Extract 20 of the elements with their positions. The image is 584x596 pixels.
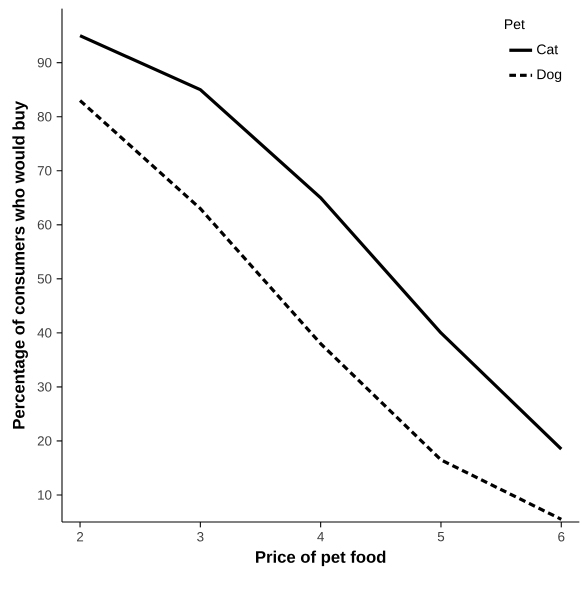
y-tick-label: 20	[38, 436, 52, 446]
x-axis-title: Price of pet food	[256, 550, 386, 566]
legend-label: Cat	[537, 44, 558, 54]
legend-label: Dog	[538, 69, 562, 82]
y-tick-label: 70	[38, 166, 52, 176]
legend-title: Pet	[505, 19, 525, 30]
y-axis-title: Percentage of consumers who would buy	[12, 101, 28, 429]
y-tick-label: 50	[38, 274, 52, 284]
x-tick-label: 3	[197, 532, 204, 542]
y-tick-label: 40	[37, 328, 52, 338]
x-tick-label: 5	[438, 532, 444, 542]
x-tick-label: 2	[77, 532, 84, 542]
line-series	[78, 34, 563, 451]
x-tick-label: 4	[317, 532, 324, 542]
x-tick-label: 6	[558, 532, 564, 542]
y-tick-label: 90	[38, 58, 52, 68]
y-tick-label: 30	[38, 382, 52, 392]
y-tick-label: 60	[38, 220, 52, 230]
y-tick-label: 10	[38, 490, 52, 500]
y-tick-label: 80	[38, 112, 52, 122]
